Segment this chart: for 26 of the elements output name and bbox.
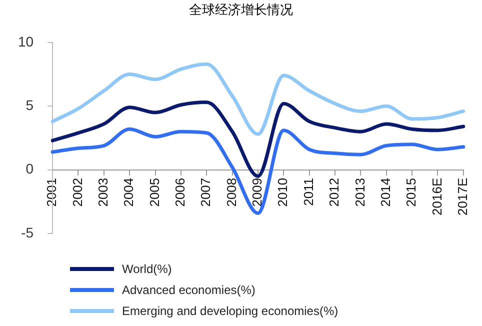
chart-title: 全球经济增长情况	[188, 2, 294, 20]
legend-label: Emerging and developing economies(%)	[122, 304, 338, 318]
legend-label: Advanced economies(%)	[122, 282, 256, 296]
x-tick-label: 2006	[172, 178, 188, 207]
y-tick-label: 10	[18, 33, 34, 50]
line-series	[50, 100, 466, 178]
x-tick-label: 2015	[404, 178, 419, 207]
x-tick-label: 2011	[300, 178, 316, 206]
x-tick-label: 2012	[326, 178, 342, 207]
x-tick-label: 2017E	[454, 178, 470, 216]
legend-label: World(%)	[122, 262, 172, 276]
x-tick-label: 2007	[198, 178, 214, 207]
x-tick-label: 2002	[70, 178, 85, 207]
x-tick-label: 2008	[224, 178, 239, 207]
line-series	[50, 62, 466, 136]
x-tick-label: 2014	[378, 178, 393, 207]
x-tick-label: 2005	[146, 178, 162, 207]
y-tick-label: 5	[26, 96, 34, 113]
y-tick-label: -5	[21, 224, 34, 240]
x-tick-label: 2013	[352, 178, 368, 207]
x-tick-label: 2010	[275, 178, 290, 207]
y-tick-label: 0	[26, 160, 34, 177]
x-tick-label: 2009	[250, 178, 265, 207]
x-tick-label: 2003	[96, 178, 111, 207]
x-tick-label: 2004	[121, 178, 136, 207]
x-tick-label: 2016E	[429, 178, 444, 216]
